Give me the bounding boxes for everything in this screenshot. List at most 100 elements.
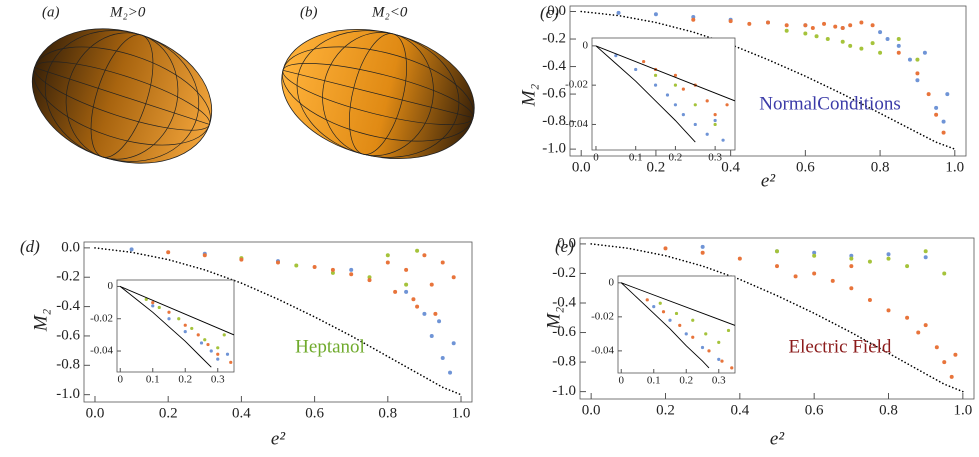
annotation: Heptanol: [295, 336, 365, 357]
y-tick-label: -0.6: [542, 86, 566, 102]
x-tick-label: 0.1: [146, 374, 160, 386]
point: [915, 71, 920, 76]
point: [700, 345, 705, 350]
point: [167, 310, 171, 314]
y-axis-label: M₂: [518, 83, 539, 107]
x-axis-label: e²: [761, 170, 775, 191]
point: [840, 26, 845, 31]
point: [415, 248, 420, 253]
point: [934, 112, 939, 117]
point: [673, 73, 678, 77]
point: [144, 297, 148, 301]
point: [923, 249, 928, 254]
point: [440, 355, 445, 360]
scatter-chart: 0.0 -0.2 -0.4 -0.6 -0.8 -1.0 0.0 0.2 0.4 0.6 0.8 1.…: [518, 3, 967, 191]
y-tick-label: -0.2: [56, 269, 80, 285]
point: [653, 83, 658, 87]
point: [440, 260, 445, 265]
point: [658, 301, 662, 305]
point: [216, 346, 220, 350]
point: [775, 249, 779, 254]
point: [700, 250, 705, 255]
point: [713, 118, 717, 123]
x-tick-label: 0.2: [647, 159, 666, 175]
point: [183, 323, 187, 327]
x-tick-label: 0.2: [656, 402, 675, 418]
y-tick-label: -0.8: [542, 113, 566, 129]
point: [896, 50, 901, 55]
x-tick-label: 0: [593, 152, 599, 164]
data-layer: [620, 282, 735, 370]
x-tick-label: 0.8: [378, 405, 397, 421]
point: [859, 46, 864, 51]
point: [367, 275, 372, 280]
point: [945, 92, 950, 97]
x-tick-label: 0.6: [796, 159, 815, 175]
point: [422, 311, 427, 316]
point: [614, 54, 618, 58]
point: [312, 264, 317, 269]
x-tick-label: 0.1: [629, 152, 643, 164]
point: [276, 260, 280, 265]
point: [886, 308, 891, 313]
point: [713, 122, 717, 127]
x-tick-label: 0.1: [647, 375, 661, 387]
y-tick-label: -0.02: [591, 310, 614, 322]
annotation: NormalConditions: [759, 93, 900, 114]
panel-label: (a): [42, 4, 60, 20]
point: [678, 323, 682, 327]
bound-curve: [590, 243, 964, 393]
bound-curve: [580, 10, 956, 150]
x-tick-label: 0.2: [669, 152, 683, 164]
point: [693, 122, 697, 127]
point: [825, 37, 830, 42]
y-tick-label: -1.0: [542, 141, 566, 157]
scatter-chart: 0.0 -0.2 -0.4 -0.6 -0.8 -1.0 0.0 0.2 0.4 0.6 0.8 1.…: [20, 237, 473, 449]
point: [653, 12, 658, 17]
point: [713, 113, 717, 117]
data-layer: [94, 247, 462, 396]
x-tick-label: 0: [619, 375, 625, 387]
point: [926, 92, 931, 97]
point: [151, 300, 155, 305]
bound-line: [120, 286, 212, 368]
point: [867, 259, 872, 264]
bound-line: [595, 45, 735, 102]
point: [653, 73, 658, 77]
data-layer: [580, 10, 956, 150]
point: [717, 340, 721, 344]
plot-frame: [116, 279, 235, 373]
x-axis-label: e²: [271, 428, 285, 449]
point: [941, 130, 946, 135]
y-tick-label: -1.0: [56, 386, 80, 402]
point: [673, 83, 678, 87]
point: [673, 103, 678, 107]
x-tick-label: 0.3: [708, 152, 722, 164]
point: [905, 315, 910, 320]
point: [404, 267, 409, 272]
point: [393, 289, 398, 294]
point: [704, 332, 708, 336]
x-tick-label: 0.3: [211, 374, 225, 386]
point: [705, 132, 709, 136]
y-tick-label: 0.0: [61, 239, 80, 255]
bound-curve: [94, 247, 462, 396]
bound-line: [120, 286, 234, 336]
y-tick-label: -0.6: [552, 324, 576, 340]
x-axis-label: e²: [770, 428, 784, 449]
point: [941, 119, 946, 124]
data-layer: [590, 243, 964, 393]
point: [721, 138, 725, 142]
x-tick-label: 0.4: [232, 405, 251, 421]
point: [691, 15, 696, 20]
point: [385, 253, 390, 258]
point: [942, 271, 947, 276]
y-tick-label: 0: [583, 39, 589, 51]
plot-frame: [617, 275, 736, 374]
point: [294, 263, 299, 268]
data-layer: [120, 286, 234, 368]
point: [784, 23, 789, 28]
plot-frame: [591, 37, 736, 151]
point: [330, 267, 335, 272]
point: [923, 323, 928, 328]
